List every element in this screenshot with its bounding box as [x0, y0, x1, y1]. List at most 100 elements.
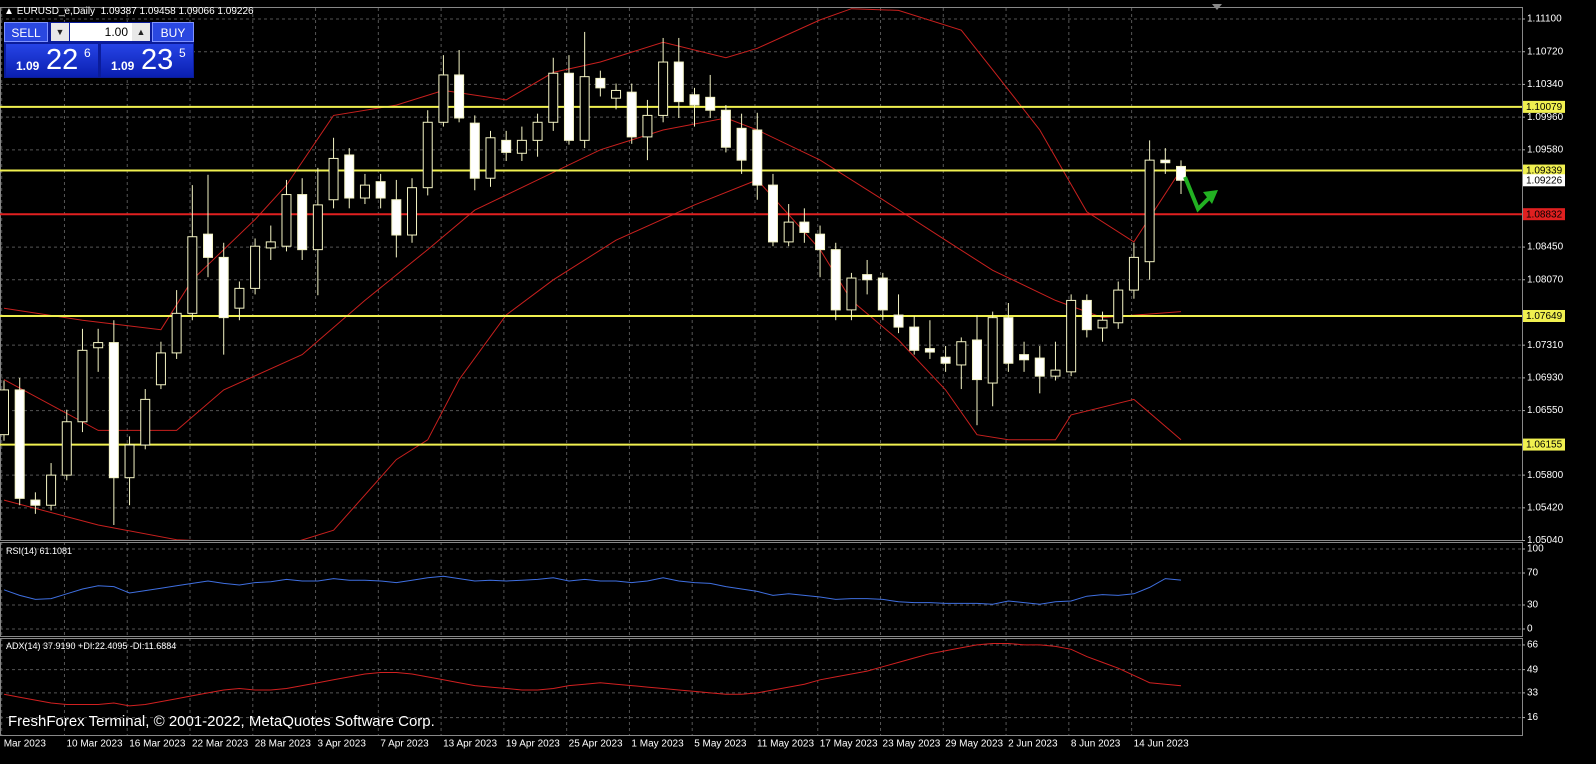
candle-body [281, 194, 292, 247]
candle-body [171, 312, 182, 354]
x-tick-label: 3 Apr 2023 [318, 739, 367, 750]
x-tick-label: 17 May 2023 [820, 739, 878, 750]
adx-title: ADX(14) [6, 641, 41, 651]
bid-big-figure: 1.09 [16, 59, 40, 73]
candle-body [720, 109, 731, 148]
current-price-box [1523, 174, 1565, 187]
x-tick-label: 25 Apr 2023 [569, 739, 623, 750]
lot-increase[interactable]: ▲ [132, 23, 150, 41]
candle-body [438, 74, 449, 123]
candle-body [140, 398, 151, 446]
level-label-box [1523, 438, 1565, 451]
candle-body [658, 61, 669, 116]
candle-body [767, 184, 778, 243]
lot-input[interactable]: 1.00 [70, 23, 132, 41]
y-tick-label: 1.10340 [1527, 79, 1564, 90]
buy-button[interactable]: BUY [152, 22, 194, 42]
main-panel-frame [0, 7, 1523, 541]
chart-header: ▲ EURUSD_e,Daily 1.09387 1.09458 1.09066… [4, 6, 254, 17]
y-tick-label: 1.09580 [1527, 144, 1564, 155]
x-tick-label: 23 May 2023 [883, 739, 941, 750]
candle-body [407, 187, 418, 236]
candle-body [61, 421, 72, 476]
candle-body [626, 91, 637, 138]
candle-body [783, 221, 794, 243]
y-tick-label: 1.09960 [1527, 112, 1564, 123]
candle-body [14, 389, 25, 499]
candle-body [673, 61, 684, 103]
candle-body [1113, 289, 1124, 324]
candle-body [77, 349, 88, 423]
x-tick-label: 5 May 2023 [694, 739, 747, 750]
annotation-arrow [1183, 176, 1218, 213]
candle-body [250, 245, 261, 289]
candle-body [799, 221, 810, 233]
ask-big-figure: 1.09 [111, 59, 135, 73]
axes: 1.11100 1.10720 1.10340 1.09960 1.09580 1.084… [4, 14, 1565, 750]
chart-title: EURUSD_e,Daily [16, 6, 96, 17]
candle-body [1050, 369, 1061, 377]
rsi-header: RSI(14) 61.1081 [6, 546, 72, 556]
x-tick-label: 13 Apr 2023 [443, 739, 497, 750]
candle-body [1066, 299, 1077, 373]
candle-body [830, 249, 841, 311]
candle-body [516, 139, 527, 154]
x-tick-label: 19 Apr 2023 [506, 739, 560, 750]
current-price-label: 1.09226 [1526, 175, 1563, 186]
adx-header: ADX(14) 37.9190 +DI:22.4095 -DI:11.6884 [6, 641, 176, 651]
indicator-line [3, 643, 1182, 707]
candle-body [0, 389, 9, 436]
candle-body [108, 342, 119, 479]
y-tick-label: 0 [1527, 624, 1533, 635]
plus-di-name: +DI: [78, 641, 95, 651]
level-label-box [1523, 100, 1565, 113]
candle-body [1144, 159, 1155, 263]
ask-price[interactable]: 1.09 23 5 [101, 44, 193, 77]
candle-body [1176, 165, 1186, 181]
candle-body [1034, 357, 1045, 377]
candle-body [893, 314, 904, 328]
candle-body [265, 241, 276, 249]
y-tick-label: 33 [1527, 688, 1539, 699]
x-tick-label: 14 Jun 2023 [1134, 739, 1189, 750]
scroll-marker [1212, 4, 1222, 10]
arrow-head [1203, 190, 1218, 204]
candle-body [469, 122, 480, 179]
x-tick-label: 16 Mar 2023 [129, 739, 186, 750]
y-tick-label: 1.05040 [1527, 535, 1564, 546]
candle-body [203, 233, 214, 258]
candle-body [501, 139, 512, 153]
candle-body [454, 74, 465, 119]
candle-body [1081, 299, 1092, 331]
candle-body [218, 256, 229, 319]
level-label: 1.10079 [1526, 102, 1563, 113]
candle-body [924, 348, 935, 353]
candle-body [548, 72, 559, 123]
rsi-panel-frame [0, 542, 1523, 637]
grid [0, 8, 1522, 735]
rsi-value: 61.1081 [40, 546, 73, 556]
x-tick-label: 7 Apr 2023 [380, 739, 429, 750]
candle-body [736, 127, 747, 161]
candle-body [563, 72, 574, 141]
y-tick-label: 49 [1527, 664, 1539, 675]
lot-decrease[interactable]: ▼ [51, 23, 69, 41]
y-tick-label: 16 [1527, 712, 1539, 723]
y-tick-label: 70 [1527, 568, 1539, 579]
candle-body [579, 76, 590, 141]
candle-body [30, 499, 41, 506]
level-label-box [1523, 309, 1565, 322]
candle-body [705, 96, 716, 111]
sell-button[interactable]: SELL [4, 22, 48, 42]
candle-body [642, 114, 653, 138]
last-open: 1.09387 [100, 6, 137, 17]
bid-price[interactable]: 1.09 22 6 [6, 44, 98, 77]
ask-pips: 23 [141, 44, 174, 76]
y-tick-label: 1.06550 [1527, 405, 1564, 416]
y-tick-label: 1.05420 [1527, 502, 1564, 513]
minus-di-value: 11.6884 [144, 641, 176, 651]
candle-body [422, 121, 433, 189]
candle-body [93, 342, 104, 349]
x-tick-label: 2 Jun 2023 [1008, 739, 1058, 750]
